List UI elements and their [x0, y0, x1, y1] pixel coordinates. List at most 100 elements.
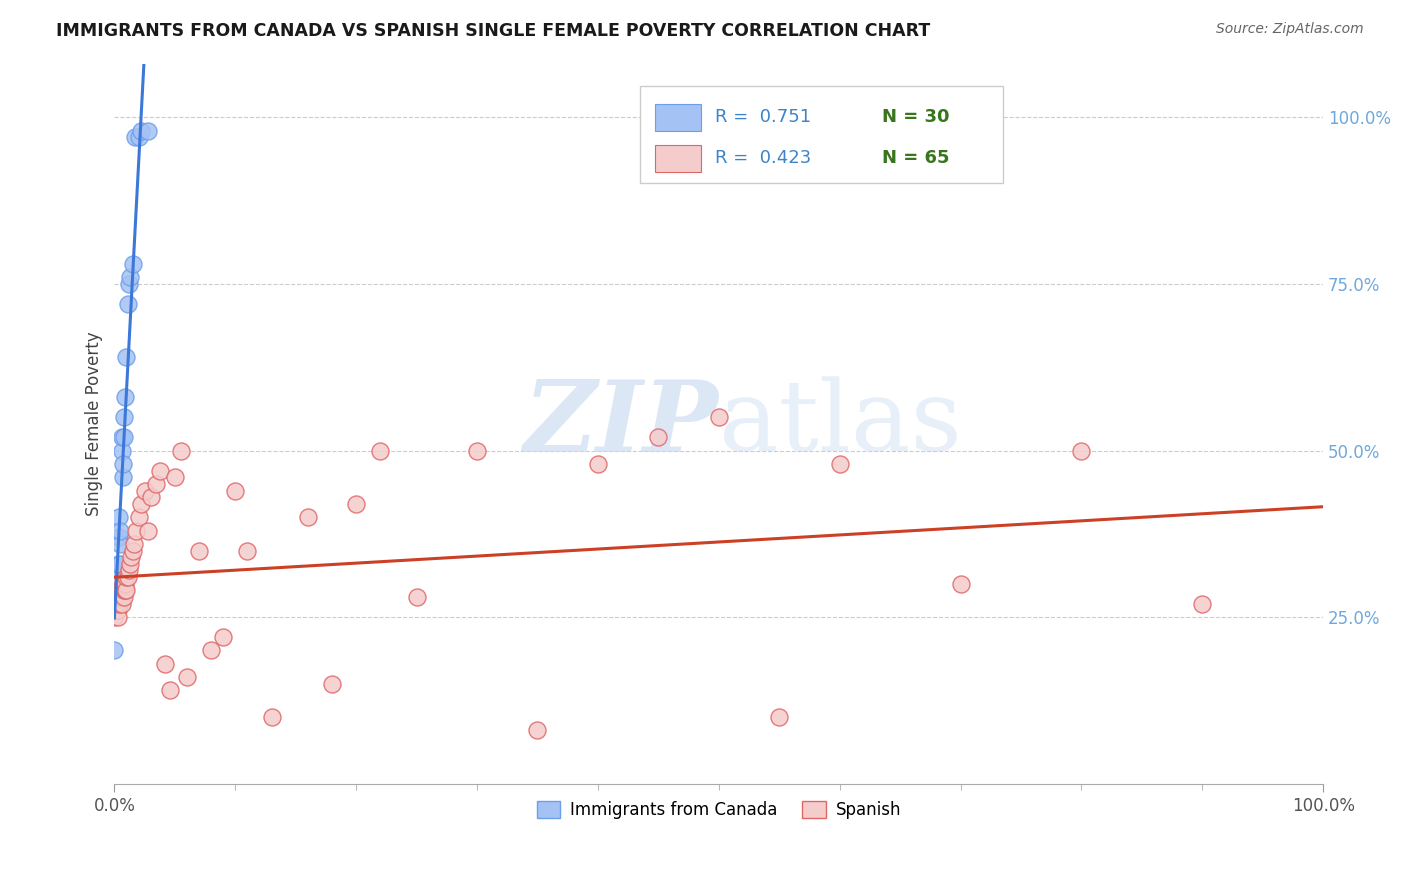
- Point: [110, 537, 132, 551]
- Point: [120, 550, 142, 565]
- Point: [105, 583, 128, 598]
- Point: [107, 603, 129, 617]
- Point: [122, 537, 145, 551]
- Point: [114, 390, 136, 404]
- Point: [107, 610, 129, 624]
- Point: [104, 603, 127, 617]
- Point: [114, 583, 136, 598]
- Point: [104, 590, 127, 604]
- Point: [104, 597, 127, 611]
- Y-axis label: Single Female Poverty: Single Female Poverty: [86, 332, 103, 516]
- Point: [129, 497, 152, 511]
- Point: [188, 543, 211, 558]
- Point: [159, 683, 181, 698]
- Point: [114, 577, 136, 591]
- Point: [949, 577, 972, 591]
- Point: [117, 297, 139, 311]
- Point: [212, 630, 235, 644]
- Point: [105, 570, 128, 584]
- Point: [108, 590, 131, 604]
- Point: [111, 577, 134, 591]
- Point: [828, 457, 851, 471]
- Point: [124, 130, 146, 145]
- Text: R =  0.423: R = 0.423: [716, 149, 811, 168]
- Point: [112, 590, 135, 604]
- Point: [121, 257, 143, 271]
- Point: [120, 270, 142, 285]
- Point: [136, 524, 159, 538]
- Point: [136, 124, 159, 138]
- Text: IMMIGRANTS FROM CANADA VS SPANISH SINGLE FEMALE POVERTY CORRELATION CHART: IMMIGRANTS FROM CANADA VS SPANISH SINGLE…: [56, 22, 931, 40]
- Point: [120, 557, 142, 571]
- Point: [103, 610, 125, 624]
- Point: [526, 723, 548, 738]
- Point: [111, 590, 134, 604]
- Point: [107, 564, 129, 578]
- Point: [111, 443, 134, 458]
- Point: [110, 557, 132, 571]
- FancyBboxPatch shape: [655, 103, 700, 131]
- Point: [112, 430, 135, 444]
- Point: [111, 583, 134, 598]
- Point: [117, 570, 139, 584]
- Point: [586, 457, 609, 471]
- Legend: Immigrants from Canada, Spanish: Immigrants from Canada, Spanish: [530, 794, 908, 826]
- Point: [118, 564, 141, 578]
- Point: [321, 677, 343, 691]
- Point: [108, 530, 131, 544]
- Point: [108, 590, 131, 604]
- Point: [115, 583, 138, 598]
- Point: [110, 583, 132, 598]
- Point: [107, 557, 129, 571]
- Point: [139, 490, 162, 504]
- Point: [125, 524, 148, 538]
- Text: Source: ZipAtlas.com: Source: ZipAtlas.com: [1216, 22, 1364, 37]
- Point: [111, 457, 134, 471]
- Point: [200, 643, 222, 657]
- Point: [707, 410, 730, 425]
- Text: R =  0.751: R = 0.751: [716, 108, 811, 127]
- FancyBboxPatch shape: [655, 145, 700, 172]
- Point: [118, 277, 141, 291]
- Point: [112, 583, 135, 598]
- Point: [134, 483, 156, 498]
- Point: [111, 597, 134, 611]
- Point: [110, 524, 132, 538]
- Point: [344, 497, 367, 511]
- Point: [111, 470, 134, 484]
- Point: [107, 597, 129, 611]
- Point: [111, 583, 134, 598]
- Point: [128, 130, 150, 145]
- Point: [121, 543, 143, 558]
- Point: [647, 430, 669, 444]
- Point: [370, 443, 392, 458]
- Text: N = 30: N = 30: [882, 108, 949, 127]
- Point: [145, 476, 167, 491]
- Point: [163, 470, 186, 484]
- Point: [128, 510, 150, 524]
- Point: [105, 603, 128, 617]
- Text: atlas: atlas: [718, 376, 962, 472]
- Point: [115, 570, 138, 584]
- Text: N = 65: N = 65: [882, 149, 949, 168]
- Point: [260, 710, 283, 724]
- Point: [1070, 443, 1092, 458]
- Point: [105, 590, 128, 604]
- Point: [108, 510, 131, 524]
- Point: [465, 443, 488, 458]
- Point: [105, 597, 128, 611]
- Point: [297, 510, 319, 524]
- Point: [176, 670, 198, 684]
- Point: [104, 603, 127, 617]
- Point: [104, 597, 127, 611]
- Point: [170, 443, 193, 458]
- Point: [153, 657, 176, 671]
- FancyBboxPatch shape: [640, 86, 1002, 183]
- Point: [236, 543, 259, 558]
- Point: [1191, 597, 1213, 611]
- Point: [105, 590, 128, 604]
- Point: [768, 710, 790, 724]
- Point: [111, 430, 134, 444]
- Point: [115, 351, 138, 365]
- Point: [224, 483, 246, 498]
